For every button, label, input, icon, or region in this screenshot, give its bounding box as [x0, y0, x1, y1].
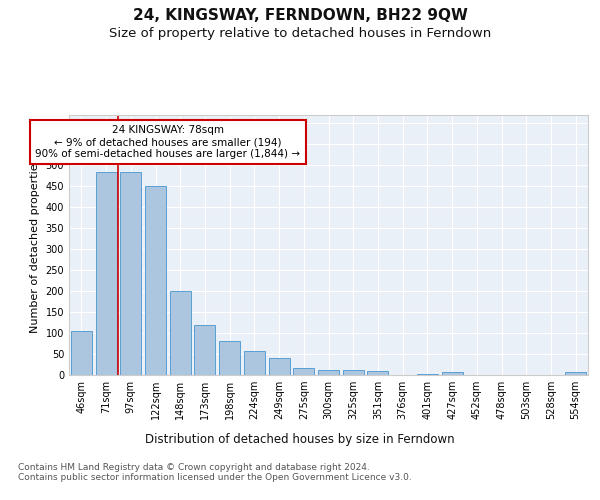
Bar [145, 186, 166, 375]
Text: 24 KINGSWAY: 78sqm
← 9% of detached houses are smaller (194)
90% of semi-detache: 24 KINGSWAY: 78sqm ← 9% of detached hous… [35, 126, 301, 158]
Text: Size of property relative to detached houses in Ferndown: Size of property relative to detached ho… [109, 28, 491, 40]
Y-axis label: Number of detached properties: Number of detached properties [30, 158, 40, 332]
Bar [95, 172, 116, 375]
Bar [565, 372, 586, 375]
Bar [293, 368, 314, 375]
Bar [244, 351, 265, 375]
Bar [194, 325, 215, 375]
Bar [71, 332, 92, 375]
Text: Distribution of detached houses by size in Ferndown: Distribution of detached houses by size … [145, 432, 455, 446]
Bar [120, 172, 141, 375]
Bar [417, 374, 438, 375]
Bar [442, 372, 463, 375]
Text: 24, KINGSWAY, FERNDOWN, BH22 9QW: 24, KINGSWAY, FERNDOWN, BH22 9QW [133, 8, 467, 22]
Bar [318, 370, 339, 375]
Bar [367, 371, 388, 375]
Bar [170, 291, 191, 375]
Text: Contains HM Land Registry data © Crown copyright and database right 2024.
Contai: Contains HM Land Registry data © Crown c… [18, 462, 412, 482]
Bar [269, 358, 290, 375]
Bar [343, 370, 364, 375]
Bar [219, 340, 240, 375]
